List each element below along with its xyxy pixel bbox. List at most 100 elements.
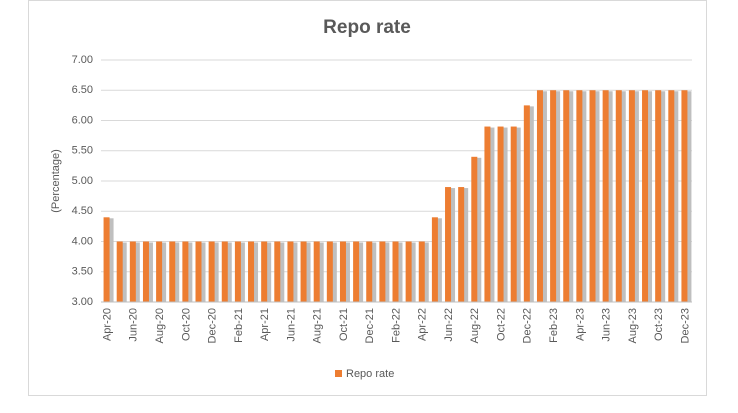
bar-shadow bbox=[618, 91, 626, 302]
x-tick-label: Dec-20 bbox=[207, 308, 219, 343]
bar bbox=[379, 241, 386, 302]
bar-shadow bbox=[645, 91, 653, 302]
bar bbox=[156, 241, 163, 302]
y-tick-label: 7.00 bbox=[72, 54, 93, 66]
bar bbox=[313, 241, 320, 302]
bar bbox=[418, 241, 425, 302]
bar-shadow bbox=[421, 242, 429, 302]
x-tick-label: Aug-20 bbox=[154, 308, 166, 343]
bar bbox=[681, 90, 688, 302]
bar-shadow bbox=[474, 157, 482, 302]
bar-shadow bbox=[395, 242, 403, 302]
bar bbox=[602, 90, 609, 302]
bar bbox=[261, 241, 268, 302]
bar bbox=[274, 241, 281, 302]
bar-shadow bbox=[605, 91, 613, 302]
bar-shadow bbox=[264, 242, 272, 302]
bar-shadow bbox=[539, 91, 547, 302]
bar-shadow bbox=[251, 242, 259, 302]
bar-shadow bbox=[119, 242, 127, 302]
x-tick-label: Jun-20 bbox=[128, 308, 140, 342]
bar-shadow bbox=[553, 91, 561, 302]
bar bbox=[142, 241, 149, 302]
bar-shadow bbox=[434, 218, 442, 302]
y-axis-label: (Percentage) bbox=[50, 149, 62, 213]
y-tick-label: 3.50 bbox=[72, 266, 93, 278]
bar-shadow bbox=[224, 242, 232, 302]
x-tick-label: Oct-21 bbox=[338, 308, 350, 341]
bar bbox=[339, 241, 346, 302]
x-tick-label: Aug-23 bbox=[627, 308, 639, 343]
bar bbox=[655, 90, 662, 302]
bar-shadow bbox=[382, 242, 390, 302]
x-tick-label: Dec-23 bbox=[679, 308, 691, 343]
bar-shadow bbox=[671, 91, 679, 302]
x-tick-label: Aug-21 bbox=[312, 308, 324, 343]
x-tick-label: Apr-23 bbox=[574, 308, 586, 341]
bar-shadow bbox=[277, 242, 285, 302]
bar bbox=[445, 187, 452, 302]
bar bbox=[392, 241, 399, 302]
bar bbox=[234, 241, 241, 302]
bar bbox=[169, 241, 176, 302]
bar bbox=[366, 241, 373, 302]
bar bbox=[642, 90, 649, 302]
y-tick-label: 3.00 bbox=[72, 296, 93, 308]
bar-shadow bbox=[579, 91, 587, 302]
bar bbox=[287, 241, 294, 302]
bar bbox=[221, 241, 228, 302]
bar-shadow bbox=[316, 242, 324, 302]
chart-title: Repo rate bbox=[323, 17, 411, 38]
bar-shadow bbox=[290, 242, 298, 302]
bar-shadow bbox=[237, 242, 245, 302]
x-tick-label: Jun-23 bbox=[601, 308, 613, 342]
bar bbox=[458, 187, 465, 302]
legend-label: Repo rate bbox=[346, 368, 394, 380]
bar-shadow bbox=[198, 242, 206, 302]
bar-shadow bbox=[145, 242, 153, 302]
bar-shadow bbox=[329, 242, 337, 302]
bar-shadow bbox=[159, 242, 167, 302]
bar-shadow bbox=[526, 106, 534, 302]
y-tick-label: 5.00 bbox=[72, 175, 93, 187]
bar-shadow bbox=[106, 218, 114, 302]
y-tick-label: 6.00 bbox=[72, 114, 93, 126]
bar-shadow bbox=[684, 91, 692, 302]
y-tick-label: 4.00 bbox=[72, 235, 93, 247]
bar bbox=[497, 126, 504, 302]
bar-shadow bbox=[132, 242, 140, 302]
x-tick-label: Feb-21 bbox=[233, 308, 245, 343]
bar bbox=[326, 241, 333, 302]
bar-shadow bbox=[592, 91, 600, 302]
bar bbox=[471, 156, 478, 302]
bar-shadow bbox=[448, 188, 456, 302]
bar-shadow bbox=[631, 91, 639, 302]
bar bbox=[484, 126, 491, 302]
x-tick-label: Dec-21 bbox=[364, 308, 376, 343]
bar bbox=[510, 126, 517, 302]
bar-shadow bbox=[211, 242, 219, 302]
bar bbox=[550, 90, 557, 302]
x-tick-label: Jun-22 bbox=[443, 308, 455, 342]
x-tick-label: Aug-22 bbox=[469, 308, 481, 343]
bar bbox=[628, 90, 635, 302]
x-tick-label: Oct-23 bbox=[653, 308, 665, 341]
bar bbox=[576, 90, 583, 302]
bar bbox=[589, 90, 596, 302]
bar-shadow bbox=[658, 91, 666, 302]
y-tick-label: 4.50 bbox=[72, 205, 93, 217]
bar bbox=[405, 241, 412, 302]
bar bbox=[116, 241, 123, 302]
bar bbox=[103, 217, 110, 302]
bar-shadow bbox=[342, 242, 350, 302]
bar-shadow bbox=[566, 91, 574, 302]
y-tick-label: 5.50 bbox=[72, 145, 93, 157]
bar bbox=[668, 90, 675, 302]
bar bbox=[523, 105, 530, 302]
x-tick-label: Jun-21 bbox=[285, 308, 297, 342]
bar-shadow bbox=[303, 242, 311, 302]
bar bbox=[248, 241, 255, 302]
bar bbox=[300, 241, 307, 302]
bar-shadow bbox=[369, 242, 377, 302]
bar bbox=[182, 241, 189, 302]
